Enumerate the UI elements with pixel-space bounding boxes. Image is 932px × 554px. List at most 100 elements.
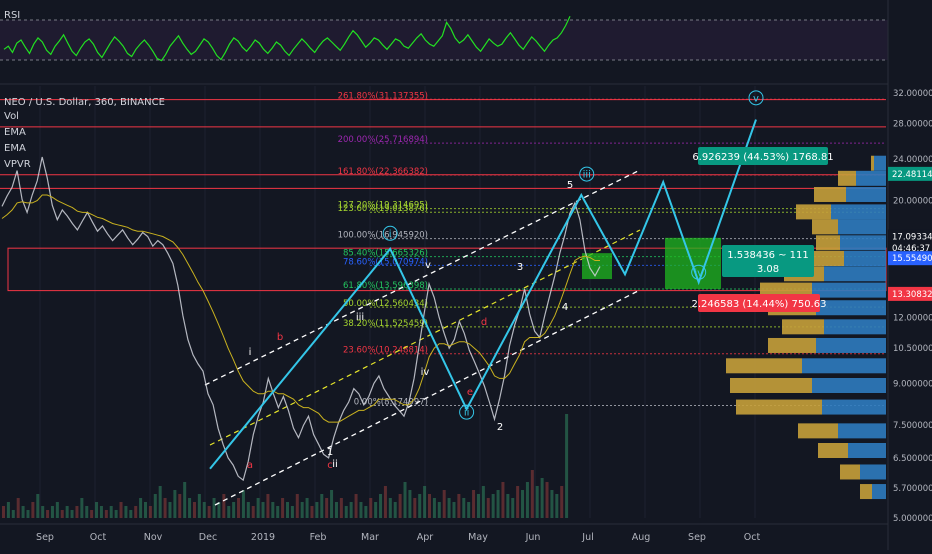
volume-bar	[359, 502, 363, 518]
vp-up-bar	[856, 170, 886, 186]
volume-bar	[290, 506, 294, 518]
volume-bar	[197, 494, 201, 518]
price-tag-bg	[888, 166, 932, 181]
volume-bar	[36, 494, 40, 518]
indicator-vpvr[interactable]: VPVR	[4, 159, 31, 170]
indicator-ema-2[interactable]: EMA	[4, 143, 26, 154]
volume-bar	[388, 498, 392, 518]
volume-bar	[129, 510, 133, 518]
volume-bar	[467, 502, 471, 518]
volume-bar	[168, 502, 172, 518]
volume-bar	[104, 510, 108, 518]
vp-down-bar	[816, 235, 840, 251]
measure-box-text: 6.926239 (44.53%) 1768.81	[692, 152, 833, 163]
time-tick-label: Nov	[144, 532, 163, 543]
volume-bar	[364, 506, 368, 518]
volume-bar	[65, 506, 69, 518]
vp-down-bar	[860, 484, 872, 500]
time-axis[interactable]: Sep Oct Nov Dec 2019 Feb Mar Apr May Jun Jul Aug Sep…	[0, 523, 888, 543]
price-tick-label: 32.000000	[893, 89, 932, 99]
wave-circle	[691, 264, 707, 280]
volume-bar	[516, 486, 520, 518]
vp-up-bar	[874, 155, 886, 171]
price-axis-bg	[888, 0, 932, 550]
price-tick-label: 5.700000	[893, 484, 932, 494]
volume-bar	[114, 510, 118, 518]
vp-down-bar	[871, 155, 874, 171]
wave-circle	[579, 166, 595, 182]
volume-bar	[281, 498, 285, 518]
time-tick-label: Apr	[417, 532, 434, 543]
volume-bar	[85, 506, 89, 518]
volume-bar	[369, 498, 373, 518]
volume-bar	[511, 498, 515, 518]
price-tick-label: 9.000000	[893, 379, 932, 389]
symbol-title[interactable]: NEO / U.S. Dollar, 360, BINANCE	[4, 97, 165, 108]
volume-bar	[237, 498, 241, 518]
volume-bar	[70, 510, 74, 518]
volume-bar	[560, 486, 564, 518]
volume-bar	[11, 510, 15, 518]
wave-minor-label: ii	[332, 459, 338, 470]
volume-bar	[188, 498, 192, 518]
volume-bar	[437, 502, 441, 518]
wave-minor-label: 3	[517, 262, 523, 273]
time-tick-label: May	[468, 532, 488, 543]
fib-level-label: 78.60%(15.070974)	[343, 257, 428, 267]
projection-path	[209, 119, 757, 470]
vp-down-bar	[814, 186, 846, 202]
wave-label: i	[389, 229, 392, 240]
volume-bar	[124, 506, 128, 518]
price-tag-label: 04:46:37	[892, 244, 930, 254]
volume-bar	[183, 482, 187, 518]
volume-bar	[256, 498, 260, 518]
vp-up-bar	[838, 219, 886, 235]
volume-bar	[55, 502, 59, 518]
rsi-panel: 80.0040.00	[0, 11, 932, 85]
volume-bar	[315, 502, 319, 518]
volume-bar	[41, 506, 45, 518]
volume-bar	[354, 494, 358, 518]
vp-down-bar	[798, 423, 838, 439]
volume-bar	[246, 502, 250, 518]
vp-up-bar	[802, 358, 886, 374]
volume-bar	[158, 486, 162, 518]
indicator-vol[interactable]: Vol	[4, 111, 19, 122]
volume-bar	[31, 502, 35, 518]
volume-bar	[276, 506, 280, 518]
volume-bar	[90, 510, 94, 518]
vp-down-bar	[768, 337, 816, 353]
volume-bar	[325, 498, 329, 518]
price-tick-label: 28.000000	[893, 120, 932, 130]
volume-bar	[295, 494, 299, 518]
price-axis[interactable]: 32.000000 28.000000 24.000000 20.000000 17.0…	[887, 0, 932, 550]
vp-up-bar	[812, 282, 886, 298]
fib-level-label: 161.80%(22.366382)	[338, 167, 428, 177]
volume-bar	[192, 502, 196, 518]
volume-bar	[408, 490, 412, 518]
fib-level-label: 0.00%(8.174997)	[354, 397, 428, 407]
volume-bar	[423, 486, 427, 518]
volume-bar	[530, 470, 534, 518]
vp-up-bar	[860, 464, 886, 480]
volume-bar	[501, 482, 505, 518]
time-tick-label: Dec	[199, 532, 217, 543]
volume-bar	[75, 506, 79, 518]
volume-bar	[144, 502, 147, 518]
volume-bar	[60, 510, 64, 518]
volume-bar	[379, 494, 383, 518]
wave-minor-label: b	[277, 332, 283, 343]
volume-bar	[173, 490, 177, 518]
time-tick-label: Feb	[310, 532, 327, 543]
wave-minor-label: d	[481, 317, 487, 328]
wave-minor-label: v	[425, 260, 431, 271]
fib-level-label: 61.80%(13.596398)	[343, 281, 428, 291]
volume-bar	[163, 498, 167, 518]
volume-bar	[550, 490, 554, 518]
volume-bar	[300, 502, 304, 518]
indicator-ema-1[interactable]: EMA	[4, 127, 26, 138]
